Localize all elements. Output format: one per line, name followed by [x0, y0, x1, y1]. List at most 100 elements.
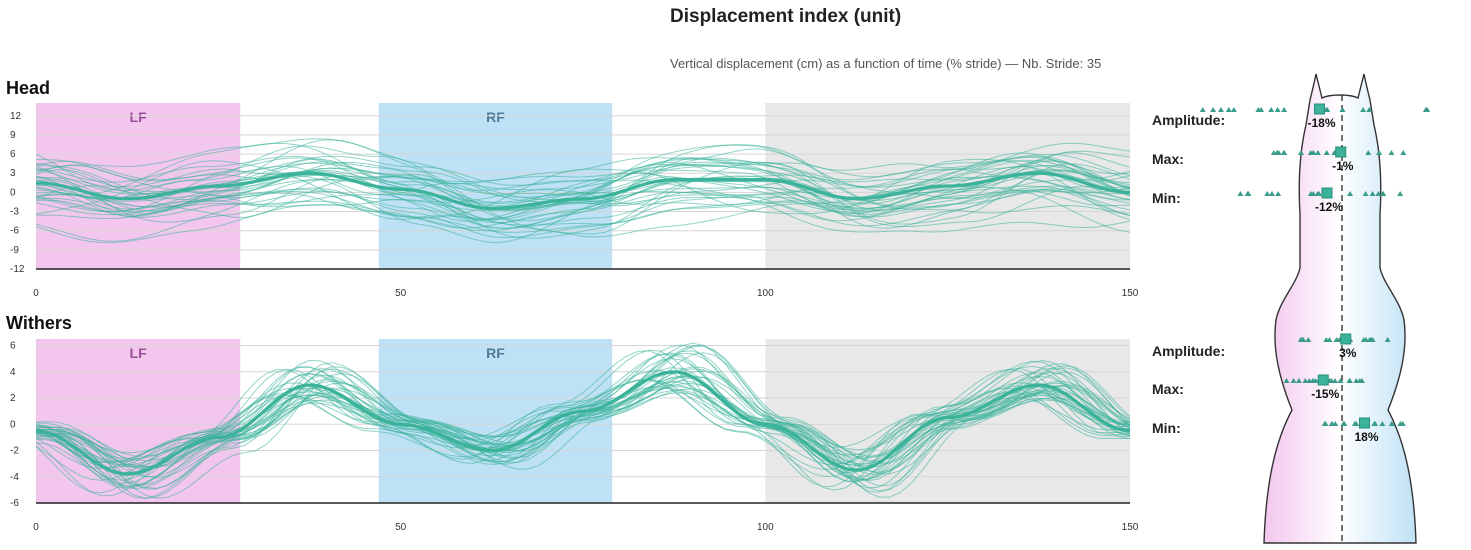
- stride-marker: [1388, 421, 1395, 426]
- stride-line: [36, 190, 1131, 229]
- stride-marker: [1275, 191, 1282, 196]
- y-tick-label: -12: [10, 264, 25, 275]
- stride-marker: [1307, 191, 1314, 196]
- stride-marker: [1397, 191, 1404, 196]
- stride-marker: [1360, 337, 1367, 342]
- withers-plot: LF RF 6 4 2 0 -2 -4 -6 0 50 100 150: [10, 339, 1139, 533]
- stride-marker: [1281, 107, 1288, 112]
- y-tick-label: 0: [10, 187, 16, 198]
- stride-line: [35, 375, 1131, 490]
- stride-marker: [1369, 337, 1376, 342]
- y-tick-label: 0: [10, 419, 16, 430]
- stride-marker: [1379, 421, 1386, 426]
- metric-value: -1%: [1332, 159, 1354, 173]
- stride-line: [35, 350, 1131, 494]
- stride-line: [35, 157, 1131, 244]
- metric-value: -18%: [1307, 116, 1335, 130]
- y-tick-label: -9: [10, 245, 19, 256]
- head-amplitude-label: Amplitude:: [1152, 112, 1226, 128]
- stride-marker: [1362, 191, 1369, 196]
- stride-marker: [1314, 150, 1321, 155]
- stride-marker: [1326, 337, 1333, 342]
- horse-silhouette-icon: [1263, 73, 1417, 544]
- x-tick-label: 50: [395, 522, 407, 533]
- stride-marker: [1369, 191, 1376, 196]
- stride-marker: [1337, 378, 1344, 383]
- metric-value: 3%: [1339, 346, 1357, 360]
- stride-marker: [1258, 107, 1265, 112]
- stride-line: [35, 173, 1131, 212]
- stride-marker: [1283, 378, 1290, 383]
- y-tick-label: -3: [10, 207, 19, 218]
- stride-marker: [1365, 150, 1372, 155]
- y-tick-label: -4: [10, 472, 19, 483]
- withers-amplitude-label: Amplitude:: [1152, 343, 1226, 359]
- stride-marker: [1346, 378, 1353, 383]
- stride-marker: [1274, 150, 1281, 155]
- stride-marker: [1302, 378, 1309, 383]
- metric-value: 18%: [1354, 430, 1378, 444]
- stride-marker: [1230, 107, 1237, 112]
- mean-line: [35, 370, 1131, 476]
- stride-line: [35, 169, 1131, 239]
- stride-line: [35, 158, 1131, 229]
- y-tick-label: 6: [10, 149, 16, 160]
- band-label-rf: RF: [486, 345, 505, 361]
- mean-marker: [1335, 146, 1347, 158]
- stride-marker: [1388, 150, 1395, 155]
- stride-marker: [1305, 337, 1312, 342]
- stride-line: [36, 370, 1131, 479]
- stride-line: [35, 142, 1131, 220]
- stride-line: [35, 187, 1131, 239]
- stride-line: [35, 153, 1131, 186]
- stride-marker: [1332, 421, 1339, 426]
- head-max-label: Max:: [1152, 151, 1184, 167]
- stride-marker: [1322, 421, 1329, 426]
- stride-marker: [1314, 191, 1321, 196]
- withers-panel-title: Withers: [6, 313, 72, 333]
- stride-marker: [1237, 191, 1244, 196]
- y-tick-label: 12: [10, 111, 22, 122]
- stride-marker: [1217, 107, 1224, 112]
- stride-marker: [1366, 107, 1373, 112]
- stride-line: [35, 164, 1131, 217]
- stride-marker: [1268, 107, 1275, 112]
- stride-line: [35, 376, 1131, 468]
- stride-marker: [1306, 378, 1313, 383]
- stride-marker: [1375, 191, 1382, 196]
- stride-line: [35, 352, 1131, 499]
- x-tick-label: 50: [395, 288, 407, 299]
- y-tick-label: 2: [10, 393, 16, 404]
- x-tick-label: 150: [1122, 522, 1139, 533]
- stride-marker: [1323, 150, 1330, 155]
- stride-line: [35, 349, 1131, 497]
- stride-marker: [1225, 107, 1232, 112]
- band-rf: [378, 103, 613, 269]
- stride-marker: [1274, 107, 1281, 112]
- chart-title: Displacement index (unit): [670, 6, 902, 27]
- stride-marker: [1380, 191, 1387, 196]
- x-tick-label: 150: [1122, 288, 1139, 299]
- band-label-lf: LF: [130, 109, 148, 125]
- stride-line: [35, 379, 1131, 471]
- stride-marker: [1384, 337, 1391, 342]
- mean-line: [35, 171, 1131, 210]
- chart-subtitle: Vertical displacement (cm) as a function…: [670, 56, 1102, 71]
- x-tick-label: 100: [757, 288, 774, 299]
- stride-marker: [1210, 107, 1217, 112]
- band-label-lf: LF: [130, 345, 148, 361]
- stride-marker: [1199, 107, 1206, 112]
- mean-marker: [1340, 333, 1352, 345]
- stride-marker: [1422, 107, 1429, 112]
- stride-marker: [1400, 150, 1407, 155]
- stride-marker: [1264, 191, 1271, 196]
- x-tick-label: 0: [33, 522, 39, 533]
- y-tick-label: -2: [10, 446, 19, 457]
- withers-max-label: Max:: [1152, 381, 1184, 397]
- stride-line: [35, 161, 1131, 235]
- stride-line: [35, 172, 1131, 216]
- head-min-label: Min:: [1152, 190, 1181, 206]
- stride-marker: [1340, 421, 1347, 426]
- stride-marker: [1347, 191, 1354, 196]
